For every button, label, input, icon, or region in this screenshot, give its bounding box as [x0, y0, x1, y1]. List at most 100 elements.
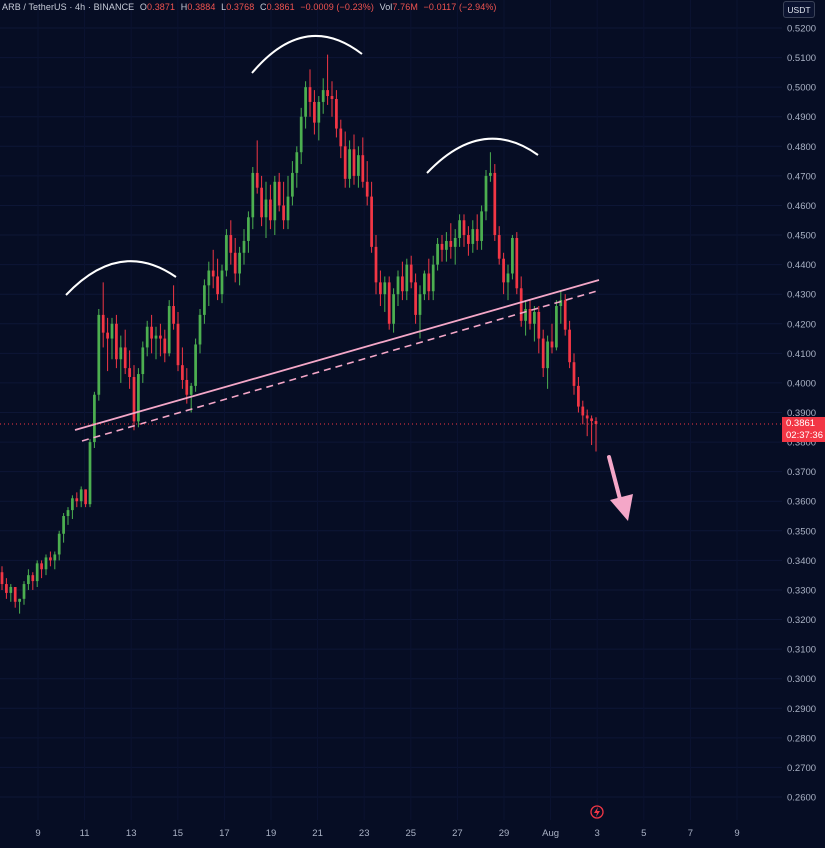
candle-body — [13, 587, 17, 602]
candle-body — [75, 498, 79, 502]
candle-body — [361, 155, 365, 182]
candle-body — [533, 311, 536, 324]
price-axis[interactable]: 0.5200 0.5100 0.5000 0.4900 0.4800 0.4700 0.46… — [787, 24, 816, 804]
open-value: 0.3871 — [147, 2, 176, 12]
candle-body — [71, 498, 74, 511]
time-axis[interactable]: 9 11 13 15 17 19 21 23 25 27 29 Aug 3 5 7 9 — [35, 828, 739, 839]
candle-body — [304, 87, 307, 117]
x-tick-label: 15 — [173, 828, 184, 839]
candle-body — [436, 243, 439, 265]
close-value: 0.3861 — [266, 2, 295, 12]
x-tick-label: 13 — [126, 828, 137, 839]
neckline-solid — [74, 279, 600, 431]
y-tick-label: 0.2600 — [787, 793, 816, 804]
candle-body — [453, 237, 457, 247]
candles-layer — [0, 54, 598, 614]
candle-body — [115, 323, 118, 360]
candle-body — [106, 332, 109, 339]
candle-body — [189, 385, 193, 395]
candle-body — [541, 338, 545, 369]
x-tick-label: 21 — [312, 828, 323, 839]
candle-body — [0, 572, 4, 585]
candle-body — [225, 235, 228, 271]
candle-body — [339, 128, 343, 147]
candle-body — [321, 90, 325, 102]
candle-body — [123, 347, 127, 369]
candle-body — [343, 146, 347, 179]
candle-body — [405, 264, 409, 292]
candle-body — [53, 554, 57, 561]
candle-body — [590, 418, 593, 422]
candle-body — [291, 172, 294, 197]
candle-body — [269, 199, 272, 221]
y-tick-label: 0.3300 — [787, 585, 816, 596]
down-arrow-icon — [607, 455, 633, 521]
candle-body — [44, 557, 48, 570]
x-tick-label: 3 — [595, 828, 600, 839]
candle-body — [97, 314, 101, 395]
candle-body — [445, 240, 448, 250]
candle-body — [57, 533, 61, 555]
candle-body — [18, 598, 21, 602]
candle-body — [119, 347, 123, 360]
candle-body — [471, 229, 475, 244]
high-value: 0.3884 — [187, 2, 216, 12]
candle-body — [357, 155, 360, 176]
candle-body — [581, 406, 585, 416]
candle-body — [489, 172, 492, 176]
gridlines — [0, 0, 782, 820]
candle-body — [185, 379, 189, 395]
candle-body — [128, 368, 131, 378]
volume-change-value: −0.0117 (−2.94%) — [423, 2, 497, 12]
candle-body — [427, 273, 431, 292]
x-tick-label: 25 — [406, 828, 417, 839]
candle-body — [546, 341, 549, 369]
y-tick-label: 0.4000 — [787, 378, 816, 389]
candle-body — [519, 288, 523, 321]
candle-body — [409, 264, 413, 283]
candle-body — [295, 152, 299, 173]
close-label: C — [259, 2, 267, 12]
lightning-icon[interactable] — [590, 805, 604, 819]
x-tick-label: 27 — [452, 828, 463, 839]
candle-body — [511, 237, 514, 274]
candle-body — [247, 217, 250, 241]
candle-body — [35, 563, 39, 582]
candle-body — [27, 575, 30, 585]
candle-body — [484, 175, 488, 212]
candle-body — [88, 442, 92, 505]
x-tick-label: 7 — [688, 828, 693, 839]
y-tick-label: 0.3800 — [787, 438, 816, 449]
candle-body — [207, 270, 211, 286]
y-tick-label: 0.3500 — [787, 526, 816, 537]
y-tick-label: 0.4200 — [787, 319, 816, 330]
candle-body — [431, 264, 435, 292]
candle-body — [414, 282, 417, 315]
x-tick-label: 29 — [499, 828, 510, 839]
currency-button[interactable]: USDT — [783, 1, 815, 18]
low-value: 0.3768 — [226, 2, 255, 12]
y-tick-label: 0.3000 — [787, 674, 816, 685]
candle-body — [317, 101, 321, 123]
y-tick-label: 0.5100 — [787, 53, 816, 64]
candle-body — [181, 365, 184, 380]
candle-body — [374, 246, 378, 283]
neckline-dashed — [81, 290, 598, 442]
pattern-overlays — [65, 34, 633, 521]
candle-body — [211, 270, 215, 277]
candle-body — [392, 294, 395, 324]
candle-body — [502, 258, 505, 283]
open-label: O — [139, 2, 147, 12]
candle-body — [194, 344, 197, 386]
candle-body — [480, 211, 483, 241]
candle-body — [568, 329, 571, 363]
candle-body — [277, 181, 281, 206]
candle-body — [154, 335, 158, 339]
left-shoulder-arc — [65, 260, 177, 296]
candle-body — [264, 199, 268, 218]
x-tick-label: 5 — [641, 828, 646, 839]
candle-body — [167, 306, 171, 354]
candle-body — [9, 587, 13, 593]
candle-body — [572, 362, 576, 386]
